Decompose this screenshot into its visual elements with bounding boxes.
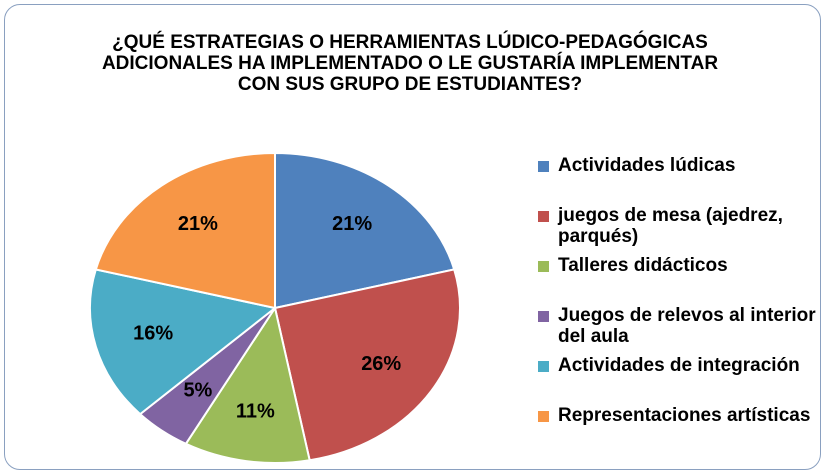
- legend-label: Representaciones artísticas: [558, 405, 811, 426]
- pie-slice: [274, 151, 456, 310]
- data-label: 21%: [332, 213, 372, 235]
- legend-item: Actividades lúdicas: [538, 155, 823, 205]
- legend: Actividades lúdicas juegos de mesa (ajedr…: [538, 155, 823, 455]
- data-label: 21%: [178, 213, 218, 235]
- data-label: 26%: [361, 353, 401, 375]
- data-label: 5%: [183, 380, 212, 402]
- data-label: 11%: [236, 400, 275, 422]
- legend-swatch: [538, 411, 549, 422]
- legend-item: Actividades de integración: [538, 355, 823, 405]
- legend-swatch: [538, 361, 549, 372]
- legend-label: juegos de mesa (ajedrez, parqués): [558, 205, 783, 247]
- legend-swatch: [538, 211, 549, 222]
- pie-slice: [184, 305, 311, 464]
- legend-label: Talleres didácticos: [558, 255, 728, 276]
- data-label: 16%: [133, 322, 173, 344]
- legend-swatch: [538, 311, 549, 322]
- legend-item: Representaciones artísticas: [538, 405, 823, 455]
- legend-item: Juegos de relevos al interior del aula: [538, 305, 823, 355]
- chart-frame: [4, 4, 821, 470]
- legend-swatch: [538, 261, 549, 272]
- pie-slice: [89, 268, 278, 416]
- legend-item: Talleres didácticos: [538, 255, 823, 305]
- pie-slice: [273, 268, 461, 462]
- legend-label: Juegos de relevos al interior del aula: [558, 305, 816, 347]
- legend-swatch: [538, 161, 549, 172]
- legend-label: Actividades lúdicas: [558, 155, 736, 176]
- legend-item: juegos de mesa (ajedrez, parqués): [538, 205, 823, 255]
- legend-label: Actividades de integración: [558, 355, 800, 376]
- pie-slice: [94, 151, 276, 310]
- chart-title: ¿QUÉ ESTRATEGIAS O HERRAMIENTAS LÚDICO-P…: [101, 32, 719, 95]
